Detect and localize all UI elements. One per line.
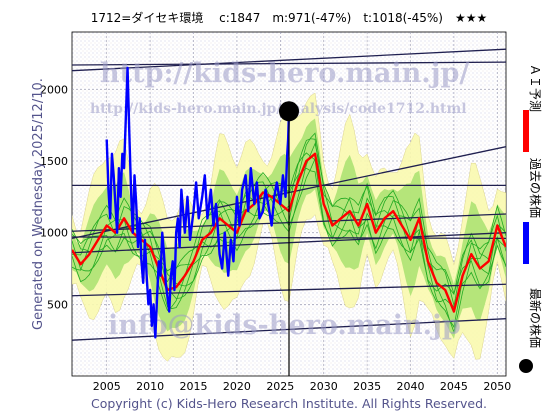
y-tick-label: 2000 [40,83,68,96]
y-tick-label: 500 [47,298,68,311]
legend-ai-label: ＡＩ予測 [528,64,542,112]
watermark-url: http://kids-hero.main.jp/ [100,58,469,89]
x-tick-label: 2015 [180,380,208,393]
latest-point [279,101,299,122]
legend-past-label: 過去の株価 [528,158,543,218]
x-tick-label: 2025 [266,380,294,393]
x-tick-label: 2005 [93,380,121,393]
x-tick-label: 2020 [223,380,251,393]
legend-past-swatch [523,222,529,264]
legend-latest-dot [519,359,533,373]
x-tick-label: 2035 [353,380,381,393]
legend: ＡＩ予測 過去の株価 最新の株価 [519,64,543,373]
x-tick-label: 2010 [136,380,164,393]
x-tick-label: 2050 [483,380,511,393]
generated-label: Generated on Wednesday 2025/12/10. [31,78,46,330]
y-tick-label: 1000 [40,227,68,240]
x-tick-label: 2040 [397,380,425,393]
legend-latest-label: 最新の株価 [528,288,543,348]
past-price-line [105,66,291,339]
x-tick-label: 2030 [310,380,338,393]
legend-ai-swatch [523,110,529,152]
trend-line [72,48,506,72]
x-tick-label: 2045 [440,380,468,393]
copyright: Copyright (c) Kids-Hero Research Institu… [91,396,487,411]
watermark-analysis: http://kids-hero.main.jp/analysis/code17… [90,101,467,117]
y-tick-label: 1500 [40,155,68,168]
watermark-email: info@kids-hero.main.jp [108,310,461,341]
latest-marker [279,101,299,376]
y-axis: 500 1000 1500 2000 [40,83,68,311]
chart-title: 1712=ダイセキ環境 c:1847 m:971(-47%) t:1018(-4… [91,10,488,25]
x-axis: 2005 2010 2015 2020 2025 2030 2035 2040 2045 2050 [93,380,512,393]
trend-line [72,61,506,66]
